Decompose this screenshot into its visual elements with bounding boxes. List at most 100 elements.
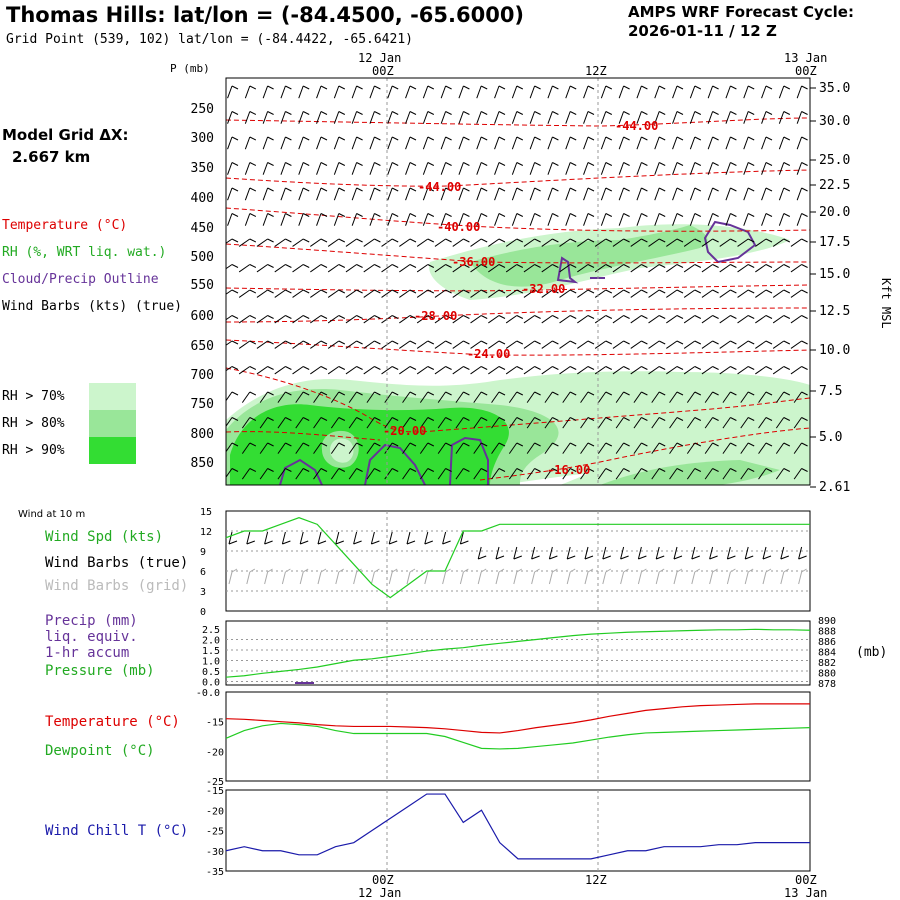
- xs-barb-flag: [641, 264, 648, 268]
- xs-barb-flag: [445, 187, 452, 192]
- xs-barb-shaft: [577, 264, 589, 273]
- xs-barb-shaft: [612, 366, 624, 375]
- pressure-tick-label: 500: [191, 250, 214, 265]
- xs-barb-flag: [623, 213, 630, 217]
- xs-barb-flag: [498, 162, 506, 166]
- xs-barb-shaft: [369, 213, 375, 226]
- xs-barb-flag: [338, 340, 346, 345]
- height-tick-label: 5.0: [819, 430, 842, 445]
- true-barb-shaft: [335, 531, 340, 545]
- xs-barb-shaft: [405, 136, 411, 150]
- xs-barb-shaft: [594, 264, 607, 273]
- xs-barb-flag: [694, 366, 702, 370]
- xs-barb-flag: [641, 111, 648, 115]
- xs-barb-shaft: [737, 340, 749, 349]
- xs-barb-flag: [302, 442, 310, 447]
- xs-barb-flag: [374, 238, 381, 243]
- grid-barb-shaft: [655, 571, 660, 585]
- xs-barb-shaft: [672, 187, 678, 201]
- xs-barb-shaft: [722, 391, 731, 403]
- xs-barb-shaft: [402, 468, 411, 480]
- xs-barb-flag: [516, 264, 524, 268]
- xs-barb-shaft: [505, 264, 518, 273]
- xs-barb-shaft: [630, 238, 642, 247]
- xs-barb-flag: [285, 162, 292, 166]
- xs-barb-flag: [712, 442, 719, 447]
- xs-barb-flag: [587, 340, 595, 345]
- xs-barb-flag: [267, 85, 274, 90]
- xs-barb-shaft: [262, 187, 269, 201]
- true-barb-shaft: [566, 546, 571, 560]
- true-barb-flag: [584, 555, 594, 560]
- xs-barb-flag: [267, 187, 274, 192]
- xs-barb-flag: [267, 136, 274, 141]
- legend-cloud: Cloud/Precip Outline: [2, 272, 159, 287]
- xs-barb-shaft: [719, 340, 731, 349]
- xs-barb-flag: [498, 417, 506, 421]
- xs-barb-shaft: [580, 391, 589, 403]
- xs-barb-flag: [409, 213, 417, 217]
- chart-title: Thomas Hills: lat/lon = (-84.4500, -65.6…: [6, 3, 525, 27]
- xs-barb-shaft: [310, 315, 322, 324]
- xs-barb-shaft: [473, 391, 482, 403]
- xs-barb-shaft: [488, 289, 500, 298]
- xs-barb-shaft: [452, 366, 464, 375]
- xs-barb-flag: [480, 417, 488, 421]
- xs-barb-shaft: [458, 187, 464, 201]
- xs-barb-flag: [605, 213, 613, 217]
- xs-barb-flag: [285, 366, 292, 370]
- xs-barb-shaft: [547, 213, 553, 226]
- xs-barb-flag: [587, 162, 595, 166]
- xs-barb-shaft: [366, 417, 375, 429]
- xs-barb-shaft: [508, 417, 518, 429]
- xs-barb-flag: [249, 238, 257, 243]
- xs-barb-shaft: [262, 162, 269, 175]
- xs-barb-shaft: [600, 162, 607, 175]
- xs-barb-flag: [445, 468, 452, 472]
- xs-barb-flag: [801, 468, 808, 472]
- xs-barb-flag: [765, 391, 773, 396]
- xs-barb-flag: [658, 85, 666, 90]
- xs-barb-shaft: [333, 213, 340, 226]
- grid-barb-flag: [249, 568, 256, 573]
- model-grid-value: 2.667 km: [12, 148, 91, 166]
- xs-barb-flag: [480, 366, 488, 370]
- grid-barb-flag: [623, 568, 629, 573]
- xs-barb-shaft: [761, 187, 767, 201]
- wind-tick-label: 12: [200, 527, 212, 538]
- xs-barb-shaft: [333, 162, 340, 175]
- xs-barb-shaft: [775, 391, 785, 403]
- xs-barb-flag: [783, 417, 791, 421]
- xs-barb-flag: [302, 85, 310, 90]
- xs-barb-shaft: [618, 162, 625, 175]
- xs-barb-shaft: [758, 468, 767, 480]
- xs-barb-flag: [658, 417, 666, 421]
- xs-barb-shaft: [366, 442, 375, 454]
- xs-barb-shaft: [470, 238, 482, 247]
- xs-barb-shaft: [238, 366, 251, 375]
- xs-barb-shaft: [648, 366, 660, 375]
- xs-barb-flag: [338, 417, 346, 421]
- xs-barb-shaft: [405, 85, 411, 99]
- bottom-time-3: 00Z: [795, 873, 817, 887]
- xs-barb-shaft: [295, 442, 304, 454]
- temp-contour-line-44b: [226, 169, 810, 187]
- true-barb-shaft: [477, 546, 482, 560]
- xs-barb-flag: [783, 213, 791, 217]
- xs-barb-shaft: [565, 187, 571, 201]
- true-barb-shaft: [780, 546, 785, 560]
- xs-barb-shaft: [226, 340, 233, 346]
- xs-barb-flag: [658, 187, 666, 192]
- xs-barb-shaft: [422, 162, 429, 175]
- xs-barb-shaft: [707, 136, 714, 150]
- xs-barb-flag: [623, 340, 630, 345]
- true-barb-shaft: [548, 546, 553, 560]
- true-barb-flag: [531, 555, 540, 560]
- xs-barb-flag: [641, 238, 648, 243]
- xs-barb-flag: [320, 442, 328, 447]
- xs-barb-flag: [427, 85, 435, 90]
- xs-barb-flag: [498, 264, 506, 268]
- true-barb-flag: [709, 555, 718, 560]
- xs-barb-flag: [694, 315, 702, 319]
